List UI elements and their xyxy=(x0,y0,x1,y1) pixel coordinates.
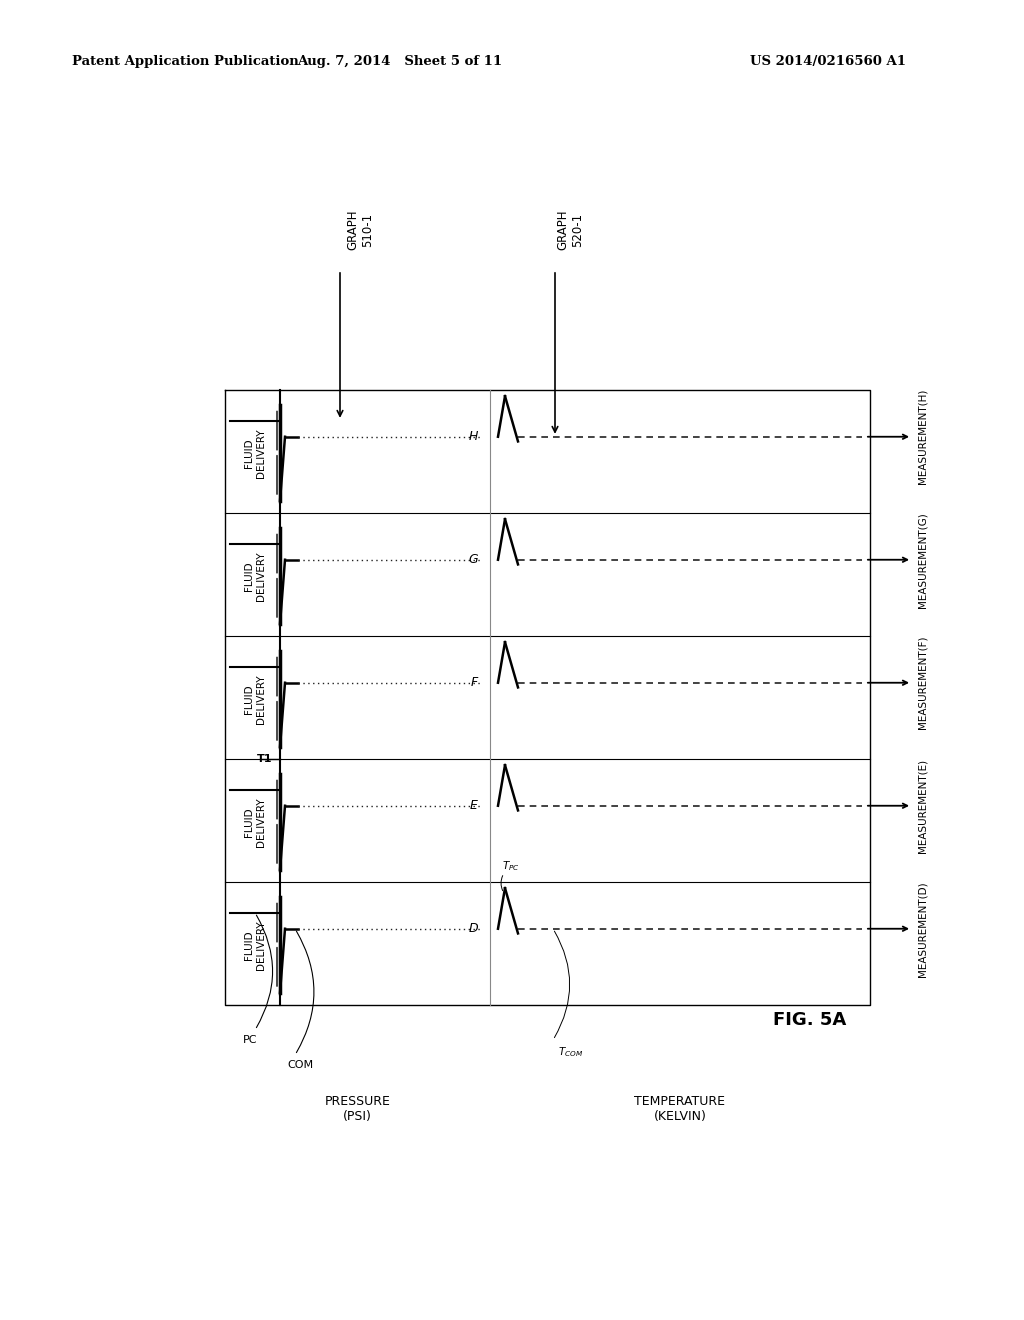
Text: FLUID
DELIVERY: FLUID DELIVERY xyxy=(244,550,266,601)
Text: FIG. 5A: FIG. 5A xyxy=(773,1011,847,1030)
Text: Aug. 7, 2014   Sheet 5 of 11: Aug. 7, 2014 Sheet 5 of 11 xyxy=(297,55,503,69)
Text: GRAPH
520-1: GRAPH 520-1 xyxy=(556,210,584,249)
Text: FLUID
DELIVERY: FLUID DELIVERY xyxy=(244,797,266,846)
Text: GRAPH
510-1: GRAPH 510-1 xyxy=(346,210,374,249)
Text: PRESSURE
(PSI): PRESSURE (PSI) xyxy=(325,1096,390,1123)
Text: TEMPERATURE
(KELVIN): TEMPERATURE (KELVIN) xyxy=(635,1096,725,1123)
Text: E: E xyxy=(470,799,478,812)
Text: MEASUREMENT(E): MEASUREMENT(E) xyxy=(918,759,928,853)
Text: $T_{COM}$: $T_{COM}$ xyxy=(558,1045,584,1059)
Text: MEASUREMENT(F): MEASUREMENT(F) xyxy=(918,636,928,730)
Text: H: H xyxy=(469,430,478,444)
Text: MEASUREMENT(G): MEASUREMENT(G) xyxy=(918,512,928,607)
Text: MEASUREMENT(H): MEASUREMENT(H) xyxy=(918,389,928,484)
Text: Patent Application Publication: Patent Application Publication xyxy=(72,55,299,69)
Text: G: G xyxy=(468,553,478,566)
Text: FLUID
DELIVERY: FLUID DELIVERY xyxy=(244,428,266,478)
Text: T1: T1 xyxy=(256,754,272,764)
Text: D: D xyxy=(468,923,478,936)
Text: F: F xyxy=(471,676,478,689)
Text: US 2014/0216560 A1: US 2014/0216560 A1 xyxy=(750,55,906,69)
Text: MEASUREMENT(D): MEASUREMENT(D) xyxy=(918,880,928,977)
Text: FLUID
DELIVERY: FLUID DELIVERY xyxy=(244,675,266,723)
Text: COM: COM xyxy=(287,1060,313,1071)
Text: $T_{PC}$: $T_{PC}$ xyxy=(502,859,520,873)
Text: PC: PC xyxy=(243,1035,257,1045)
Text: FLUID
DELIVERY: FLUID DELIVERY xyxy=(244,920,266,970)
